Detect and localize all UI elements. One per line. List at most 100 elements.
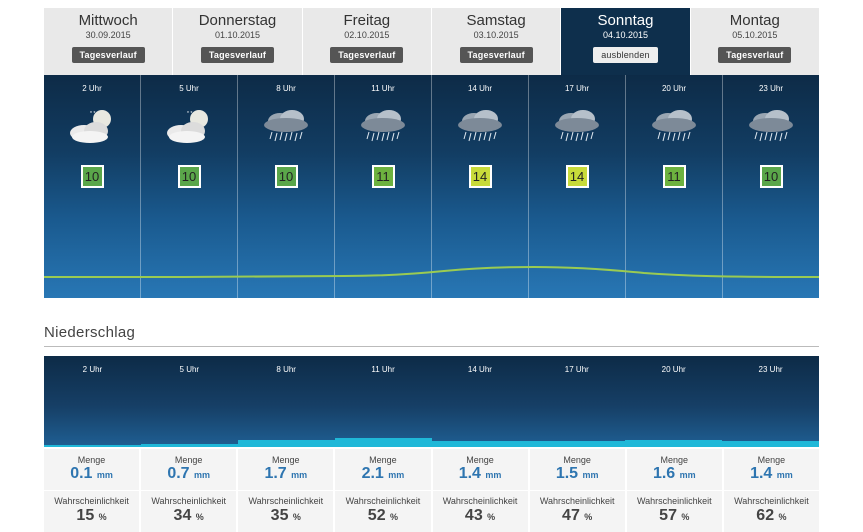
day-name: Freitag xyxy=(343,12,391,29)
precip-bar xyxy=(140,444,238,447)
rain-cloud-icon xyxy=(644,107,704,147)
tagesverlauf-button[interactable]: Tagesverlauf xyxy=(718,47,792,63)
forecast-time: 8 Uhr xyxy=(276,84,296,93)
wahrscheinlichkeit-block: Wahrscheinlichkeit 15 % xyxy=(44,490,140,532)
day-tab-mittwoch[interactable]: Mittwoch 30.09.2015 Tagesverlauf xyxy=(44,8,174,75)
wahrscheinlichkeit-label: Wahrscheinlichkeit xyxy=(636,496,712,506)
day-name: Donnerstag xyxy=(198,12,277,29)
forecast-time: 23 Uhr xyxy=(758,84,783,93)
tagesverlauf-button[interactable]: Tagesverlauf xyxy=(200,47,275,63)
menge-value: 1.4 mm xyxy=(458,465,502,482)
niederschlag-header: Niederschlag xyxy=(44,324,819,347)
wahrscheinlichkeit-block: Wahrscheinlichkeit 57 % xyxy=(626,490,722,532)
wahrscheinlichkeit-label: Wahrscheinlichkeit xyxy=(248,496,324,506)
day-date: 04.10.2015 xyxy=(602,30,648,40)
precip-bar xyxy=(625,440,723,447)
day-date: 03.10.2015 xyxy=(473,30,519,40)
ausblenden-button[interactable]: ausblenden xyxy=(593,47,658,63)
forecast-time: 17 Uhr xyxy=(564,84,589,93)
svg-text:* *: * * xyxy=(187,111,192,117)
wahrscheinlichkeit-block: Wahrscheinlichkeit 43 % xyxy=(432,490,528,532)
wahrscheinlichkeit-value: 34 % xyxy=(173,507,204,524)
temperature-badge: 10 xyxy=(759,165,783,188)
day-tabs: Mittwoch 30.09.2015 Tagesverlauf Donners… xyxy=(44,8,819,75)
wahrscheinlichkeit-label: Wahrscheinlichkeit xyxy=(734,496,809,506)
forecast-time: 14 Uhr xyxy=(467,84,492,93)
temperature-badge: 11 xyxy=(371,165,395,188)
day-name: Sonntag xyxy=(597,12,654,29)
precip-bar xyxy=(237,440,335,447)
precip-stat-column: Menge 0.7 mm Wahrscheinlichkeit 34 % xyxy=(141,449,239,532)
menge-block: Menge 1.6 mm xyxy=(627,449,722,489)
forecast-column: 11 Uhr 11 xyxy=(335,75,432,298)
precip-column: 11 Uhr xyxy=(334,356,432,447)
forecast-column: 5 Uhr * * 10 xyxy=(141,75,238,298)
precip-stat-column: Menge 1.6 mm Wahrscheinlichkeit 57 % xyxy=(626,449,724,532)
menge-value: 1.5 mm xyxy=(555,465,599,482)
precip-bar xyxy=(722,441,819,447)
forecast-column: 20 Uhr 11 xyxy=(626,75,723,298)
rain-cloud-icon xyxy=(547,107,607,147)
precip-column: 2 Uhr xyxy=(44,356,141,447)
menge-value: 0.7 mm xyxy=(167,465,211,482)
menge-block: Menge 0.1 mm xyxy=(44,449,139,489)
menge-value: 1.7 mm xyxy=(264,465,308,482)
menge-value: 0.1 mm xyxy=(70,465,113,482)
menge-label: Menge xyxy=(466,455,494,465)
forecast-time: 11 Uhr xyxy=(371,84,395,93)
day-tab-freitag[interactable]: Freitag 02.10.2015 Tagesverlauf xyxy=(302,8,432,75)
rain-cloud-icon xyxy=(353,107,413,147)
precip-stat-column: Menge 1.5 mm Wahrscheinlichkeit 47 % xyxy=(529,449,627,532)
precip-time: 23 Uhr xyxy=(758,365,783,374)
day-name: Samstag xyxy=(466,12,526,29)
menge-value: 2.1 mm xyxy=(361,465,405,482)
precip-column: 20 Uhr xyxy=(625,356,723,447)
forecast-panel: 2 Uhr * * 10 5 Uhr * * 10 8 Uhr 10 11 Uhr 11 14 Uh… xyxy=(44,75,819,298)
precip-bar xyxy=(431,441,529,447)
wahrscheinlichkeit-block: Wahrscheinlichkeit 34 % xyxy=(141,490,237,532)
section-title: Niederschlag xyxy=(44,324,136,341)
menge-block: Menge 2.1 mm xyxy=(335,449,430,489)
menge-label: Menge xyxy=(757,455,786,465)
day-date: 30.09.2015 xyxy=(85,30,131,40)
menge-label: Menge xyxy=(77,455,106,465)
tagesverlauf-button[interactable]: Tagesverlauf xyxy=(330,47,404,63)
temperature-badge: 10 xyxy=(80,165,104,188)
temperature-badge: 10 xyxy=(274,165,298,188)
day-date: 05.10.2015 xyxy=(732,30,778,40)
precip-bar xyxy=(44,445,141,447)
wahrscheinlichkeit-value: 43 % xyxy=(464,507,496,524)
wahrscheinlichkeit-value: 15 % xyxy=(76,507,107,524)
precip-panel: 2 Uhr 5 Uhr 8 Uhr 11 Uhr 14 Uhr 17 Uhr 20 Uhr 2… xyxy=(44,356,819,447)
rain-cloud-icon xyxy=(741,107,801,147)
day-date: 02.10.2015 xyxy=(344,30,390,40)
wahrscheinlichkeit-label: Wahrscheinlichkeit xyxy=(151,496,227,506)
wahrscheinlichkeit-value: 52 % xyxy=(367,507,399,524)
svg-text:* *: * * xyxy=(90,111,95,117)
wahrscheinlichkeit-label: Wahrscheinlichkeit xyxy=(345,496,421,506)
day-name: Mittwoch xyxy=(78,12,138,29)
day-tab-sonntag[interactable]: Sonntag 04.10.2015 ausblenden xyxy=(561,8,691,75)
precip-stat-column: Menge 2.1 mm Wahrscheinlichkeit 52 % xyxy=(335,449,433,532)
precip-time: 20 Uhr xyxy=(661,365,686,374)
tagesverlauf-button[interactable]: Tagesverlauf xyxy=(71,47,145,63)
day-tab-montag[interactable]: Montag 05.10.2015 Tagesverlauf xyxy=(690,8,819,75)
forecast-column: 17 Uhr 14 xyxy=(529,75,626,298)
wahrscheinlichkeit-value: 47 % xyxy=(562,507,593,524)
precip-stat-column: Menge 0.1 mm Wahrscheinlichkeit 15 % xyxy=(44,449,142,532)
temperature-badge: 14 xyxy=(565,165,589,188)
tagesverlauf-button[interactable]: Tagesverlauf xyxy=(459,47,533,63)
wahrscheinlichkeit-label: Wahrscheinlichkeit xyxy=(54,496,129,506)
day-date: 01.10.2015 xyxy=(214,30,261,40)
precip-stats: Menge 0.1 mm Wahrscheinlichkeit 15 % Menge 0.… xyxy=(44,449,819,532)
temperature-badge: 14 xyxy=(468,165,492,188)
day-tab-samstag[interactable]: Samstag 03.10.2015 Tagesverlauf xyxy=(431,8,562,75)
day-tab-donnerstag[interactable]: Donnerstag 01.10.2015 Tagesverlauf xyxy=(173,8,303,75)
night-cloud-moon-icon: * * xyxy=(159,107,219,147)
precip-bar xyxy=(528,441,626,447)
menge-block: Menge 0.7 mm xyxy=(141,449,236,489)
menge-block: Menge 1.4 mm xyxy=(433,449,528,489)
menge-label: Menge xyxy=(660,455,689,465)
wahrscheinlichkeit-block: Wahrscheinlichkeit 35 % xyxy=(238,490,334,532)
forecast-time: 5 Uhr xyxy=(179,84,199,93)
